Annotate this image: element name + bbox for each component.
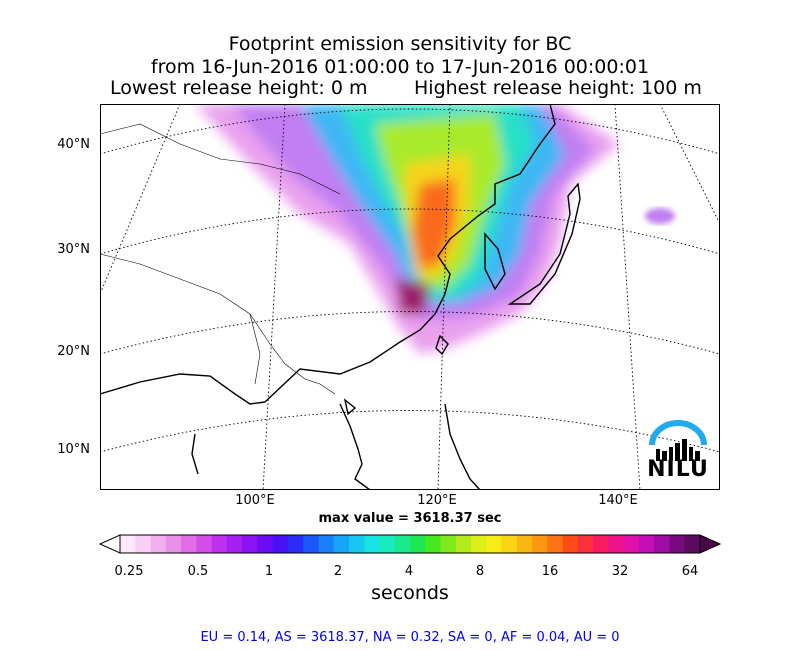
colorbar-tick: 8	[475, 564, 485, 579]
colorbar-swatch	[348, 535, 365, 553]
colorbar-swatch	[577, 535, 594, 553]
colorbar-swatch	[196, 535, 213, 553]
regional-sums: EU = 0.14, AS = 3618.37, NA = 0.32, SA =…	[200, 630, 620, 645]
colorbar-swatch	[486, 535, 503, 553]
colorbar-swatch	[135, 535, 152, 553]
lat-label-40n: 40°N	[57, 137, 90, 152]
colorbar-units: seconds	[371, 582, 449, 604]
colorbar-swatch	[150, 535, 167, 553]
colorbar-max-extend	[699, 534, 722, 554]
colorbar-swatch	[669, 535, 686, 553]
colorbar-swatch	[501, 535, 518, 553]
colorbar-tick: 2	[333, 564, 343, 579]
colorbar-swatch	[455, 535, 472, 553]
colorbar-swatch	[364, 535, 380, 553]
lon-label-140e: 140°E	[598, 493, 638, 508]
colorbar-swatch	[593, 535, 609, 553]
colorbar-swatch	[318, 535, 335, 553]
colorbar-swatch	[242, 535, 258, 553]
nilu-logo-text: NILU	[647, 457, 709, 482]
lowest-release-height: Lowest release height: 0 m	[110, 77, 368, 99]
sensitivity-field	[195, 104, 620, 354]
colorbar-swatch	[303, 535, 319, 553]
colorbar-swatch	[623, 535, 640, 553]
colorbar-swatch	[410, 535, 426, 553]
colorbar-tick: 0.25	[114, 564, 144, 579]
lat-label-20n: 20°N	[57, 344, 90, 359]
country-borders	[100, 123, 341, 395]
colorbar-tick: 4	[404, 564, 414, 579]
colorbar-swatch	[516, 535, 533, 553]
lat-label-10n: 10°N	[57, 442, 90, 457]
colorbar-frame	[119, 534, 701, 554]
max-value-label: max value = 3618.37 sec	[318, 511, 502, 526]
colorbar-swatch	[165, 535, 182, 553]
colorbar-swatch	[654, 535, 670, 553]
lat-label-30n: 30°N	[57, 242, 90, 257]
nilu-logo-icon	[649, 420, 707, 461]
colorbar-swatch	[287, 535, 304, 553]
plot-title-line2: from 16-Jun-2016 01:00:00 to 17-Jun-2016…	[150, 56, 650, 78]
lon-label-120e: 120°E	[417, 493, 457, 508]
colorbar-swatch	[425, 535, 442, 553]
colorbar-tick: 32	[611, 564, 629, 579]
plot-title-line1: Footprint emission sensitivity for BC	[228, 33, 572, 55]
colorbar-swatch	[257, 535, 274, 553]
colorbar-tick: 1	[264, 564, 274, 579]
colorbar-swatch	[379, 535, 396, 553]
colorbar-swatch	[684, 535, 701, 553]
colorbar-tick: 64	[681, 564, 699, 579]
lon-label-100e: 100°E	[235, 493, 275, 508]
colorbar	[98, 534, 722, 554]
coastlines	[100, 104, 581, 490]
colorbar-swatch	[226, 535, 243, 553]
colorbar-swatch	[120, 535, 136, 553]
colorbar-min-extend	[98, 534, 121, 554]
colorbar-swatch	[181, 535, 197, 553]
colorbar-swatch	[608, 535, 625, 553]
colorbar-swatch	[440, 535, 457, 553]
highest-release-height: Highest release height: 100 m	[414, 77, 702, 99]
colorbar-swatch	[211, 535, 228, 553]
colorbar-swatch	[547, 535, 564, 553]
colorbar-tick: 0.5	[187, 564, 209, 579]
colorbar-swatch	[532, 535, 548, 553]
colorbar-swatch	[333, 535, 350, 553]
colorbar-swatch	[471, 535, 487, 553]
footprint-map	[100, 104, 720, 490]
colorbar-swatch	[272, 535, 289, 553]
graticule	[100, 104, 720, 490]
colorbar-swatch	[394, 535, 411, 553]
colorbar-tick: 16	[541, 564, 559, 579]
colorbar-swatch	[638, 535, 655, 553]
colorbar-swatch	[562, 535, 579, 553]
